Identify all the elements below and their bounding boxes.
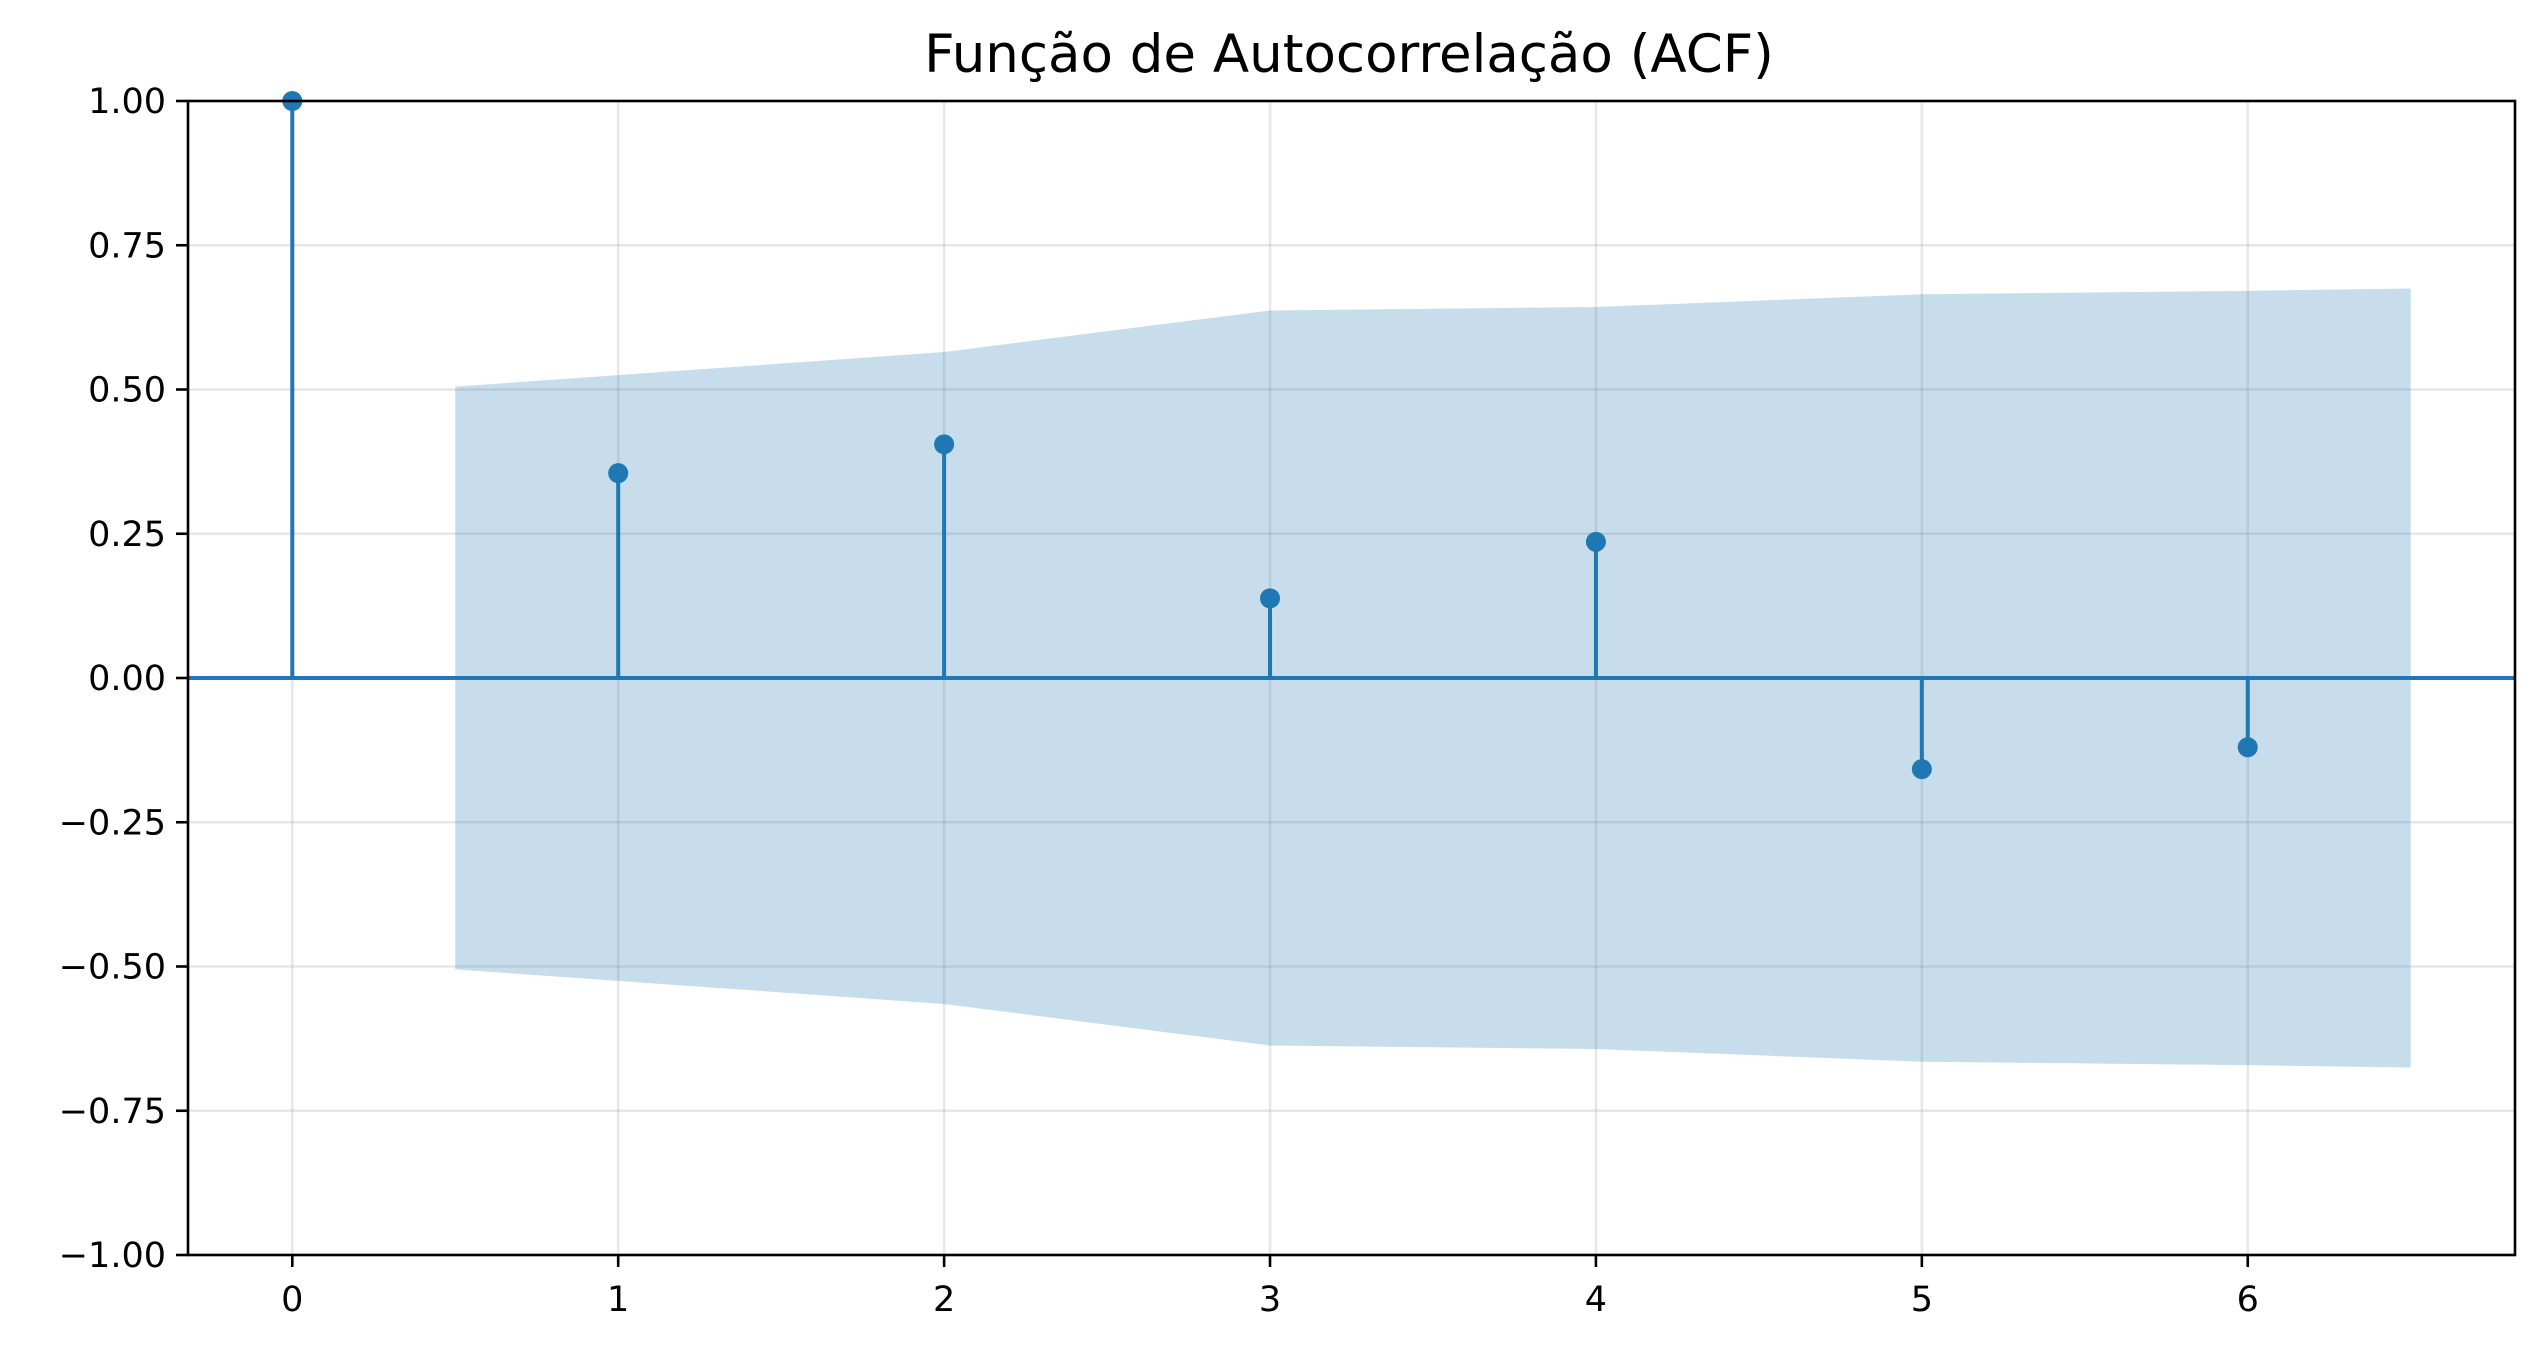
acf-marker-lag-1 — [608, 463, 629, 484]
y-tick-label-4: 0.00 — [88, 659, 166, 699]
chart-title: Função de Autocorrelação (ACF) — [924, 24, 1774, 85]
x-tick-label-1: 1 — [607, 1280, 629, 1320]
x-tick-label-4: 4 — [1585, 1280, 1607, 1320]
acf-marker-lag-6 — [2237, 737, 2258, 758]
y-tick-label-7: 0.75 — [88, 226, 166, 266]
y-tick-label-0: −1.00 — [59, 1236, 166, 1276]
y-axis-ticks: −1.00 −0.75 −0.50 −0.25 0.00 0.25 0.50 0.75 1.00 — [59, 82, 188, 1276]
x-axis-ticks: 0 1 2 3 4 5 6 — [281, 1255, 2259, 1320]
y-tick-label-1: −0.75 — [59, 1092, 166, 1132]
acf-marker-lag-3 — [1260, 588, 1281, 609]
acf-marker-lag-2 — [934, 434, 955, 455]
y-tick-label-2: −0.50 — [59, 948, 166, 988]
x-tick-label-0: 0 — [281, 1280, 303, 1320]
y-tick-label-6: 0.50 — [88, 371, 166, 411]
x-tick-label-6: 6 — [2237, 1280, 2259, 1320]
x-tick-label-2: 2 — [933, 1280, 955, 1320]
y-tick-label-3: −0.25 — [59, 803, 166, 843]
y-tick-label-8: 1.00 — [88, 82, 166, 122]
y-tick-label-5: 0.25 — [88, 515, 166, 555]
x-tick-label-3: 3 — [1259, 1280, 1281, 1320]
acf-marker-lag-4 — [1585, 531, 1606, 552]
acf-marker-lag-5 — [1911, 759, 1932, 780]
x-tick-label-5: 5 — [1911, 1280, 1933, 1320]
